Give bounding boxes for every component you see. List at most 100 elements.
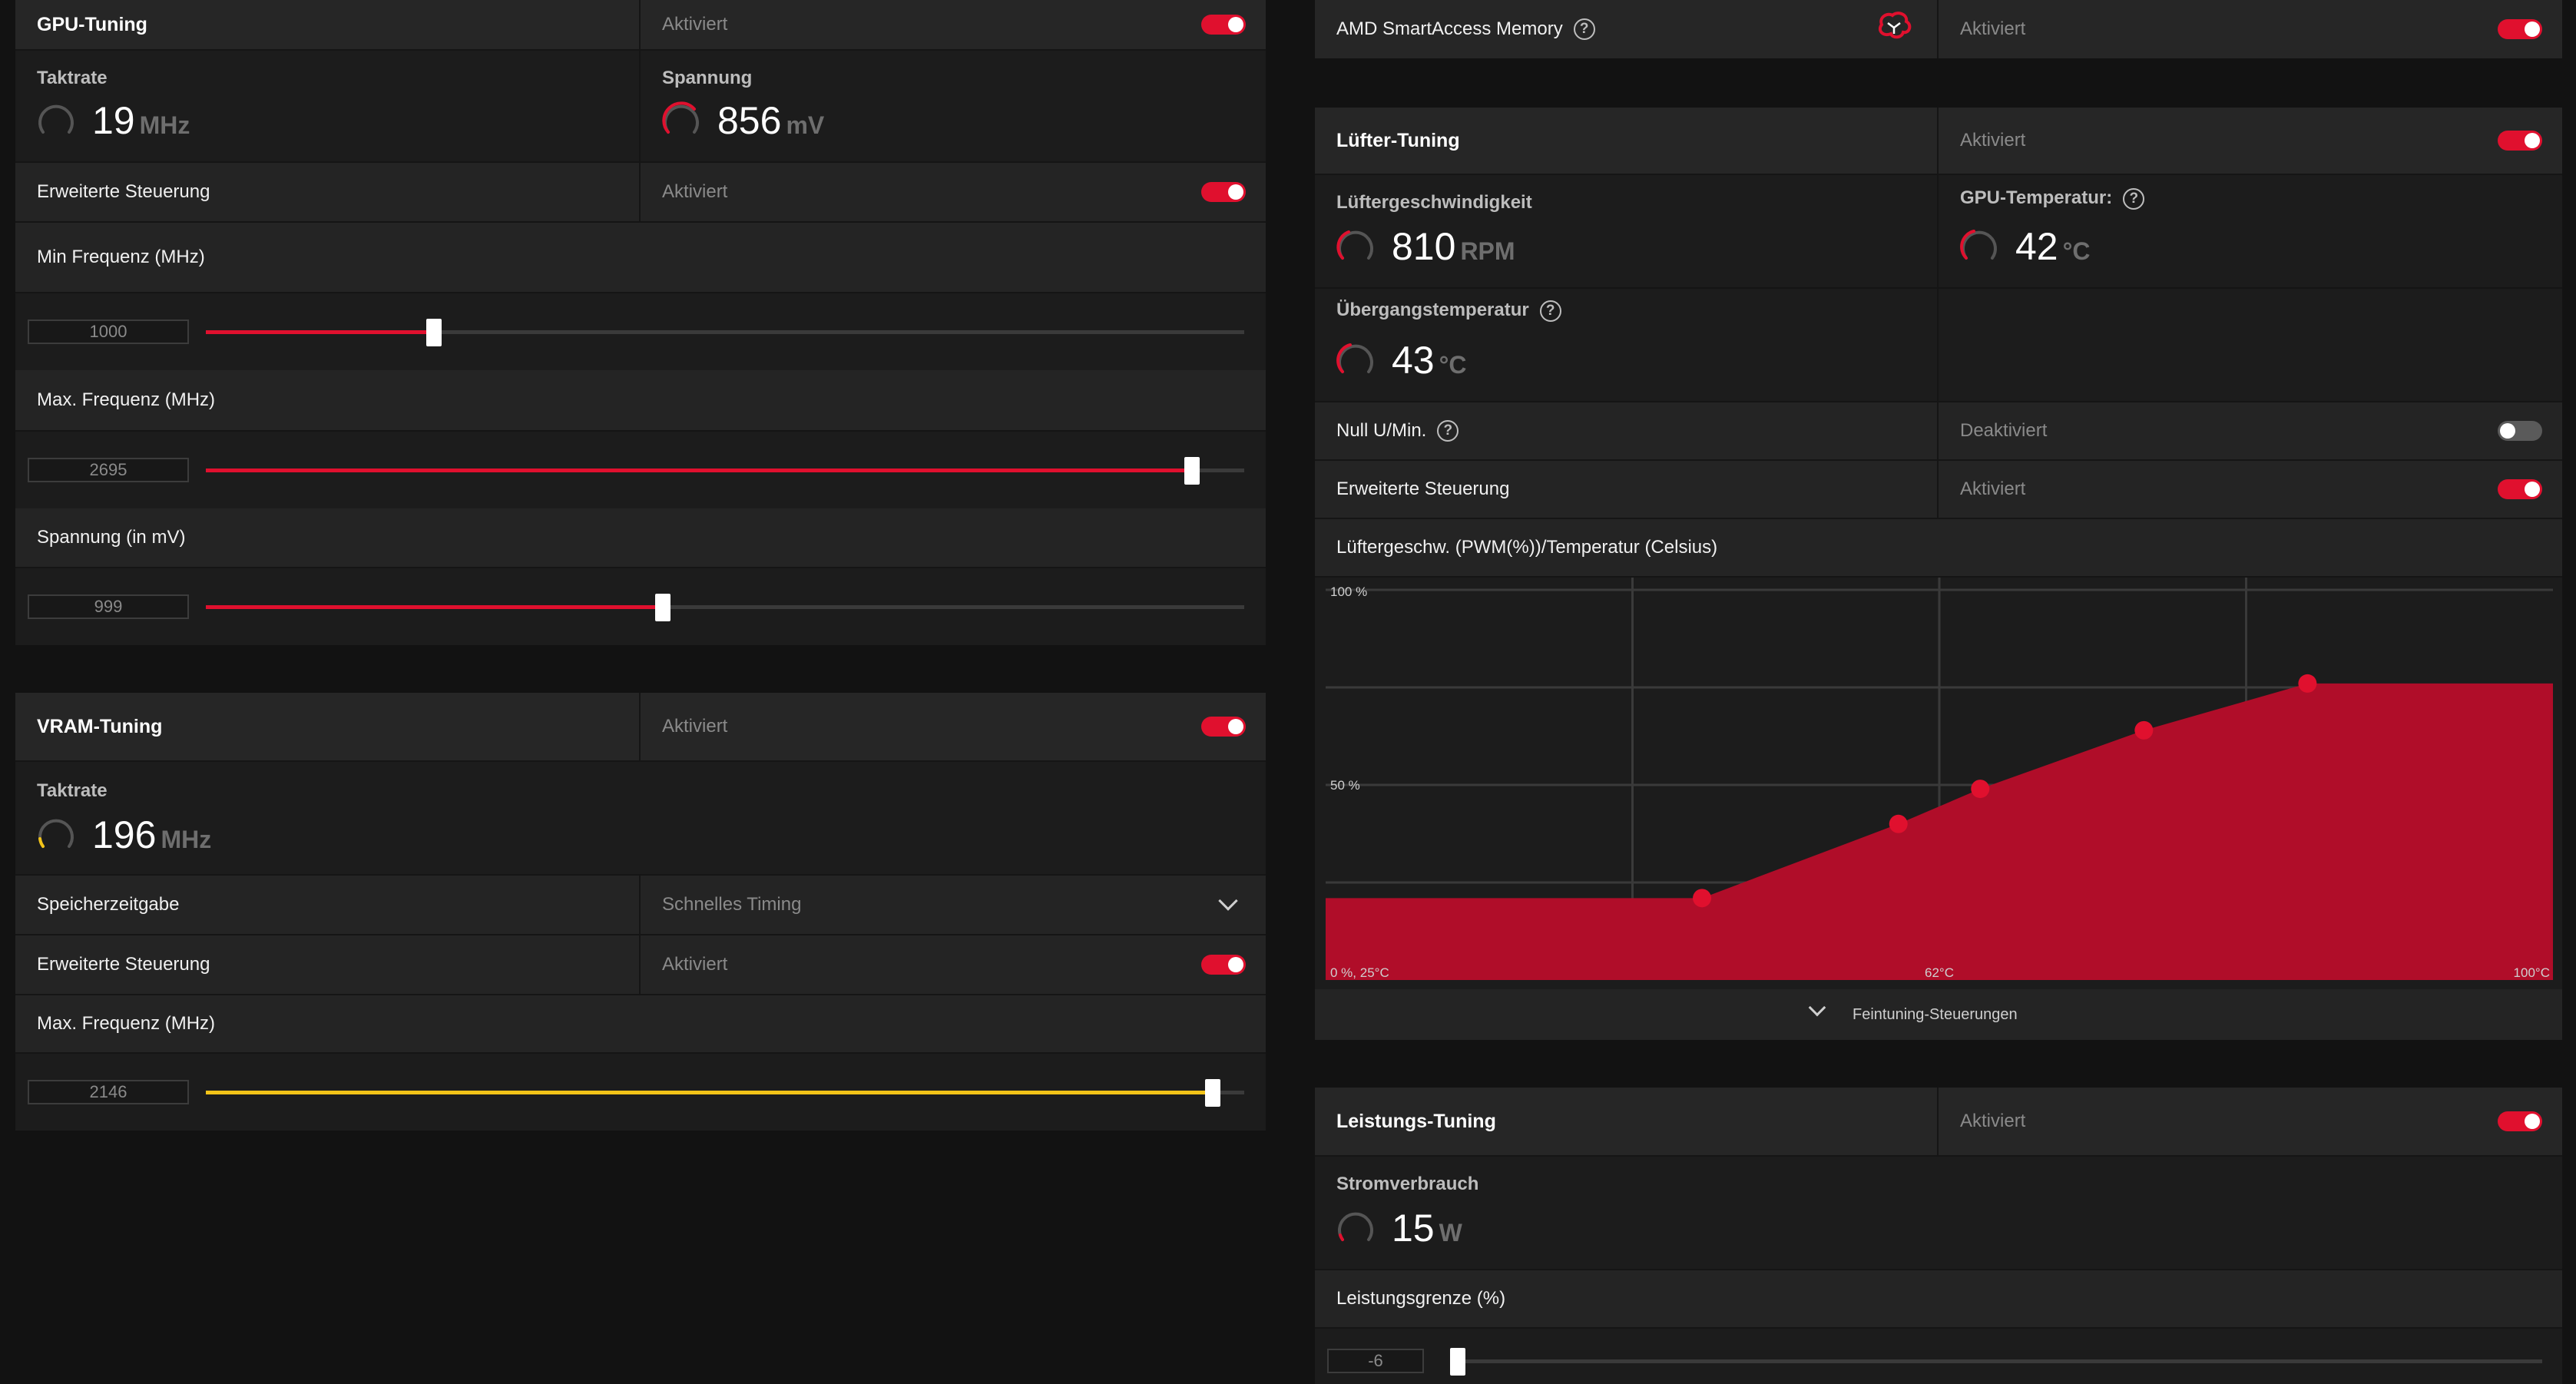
power-unit: W (1439, 1219, 1462, 1247)
power-limit-thumb[interactable] (1450, 1347, 1465, 1376)
power-tuning-title: Leistungs-Tuning (1336, 1110, 1496, 1132)
gpu-voltage-gauge-icon (662, 101, 699, 134)
gpu-temp-value: 42 (2015, 225, 2058, 268)
voltage-thumb[interactable] (654, 593, 670, 621)
vram-max-freq-slider[interactable] (206, 1078, 1244, 1107)
sam-toggle[interactable] (2498, 19, 2542, 39)
vram-max-freq-thumb[interactable] (1205, 1078, 1221, 1107)
min-freq-thumb[interactable] (426, 318, 442, 346)
junction-temp-label: Übergangstemperatur (1336, 300, 1529, 320)
vram-advanced-label: Erweiterte Steuerung (37, 954, 210, 975)
voltage-input[interactable]: 999 (28, 594, 189, 619)
curve-point[interactable] (1889, 814, 1908, 833)
gpu-advanced-toggle[interactable] (1201, 182, 1246, 202)
power-tuning-panel: Leistungs-Tuning Aktiviert Stromverbrauc… (1315, 1088, 2562, 1384)
vram-max-freq-input[interactable]: 2146 (28, 1080, 189, 1104)
fan-curve-chart[interactable]: 100 % 50 % 0 %, 25°C 62°C 100°C (1326, 578, 2554, 989)
curve-point[interactable] (2298, 674, 2317, 693)
power-limit-slider[interactable] (1450, 1347, 2542, 1376)
gpu-advanced-label: Erweiterte Steuerung (37, 181, 210, 202)
fan-speed-value: 810 (1392, 225, 1456, 268)
power-metric: Stromverbrauch 15 W (1315, 1157, 2562, 1270)
gpu-tuning-status: Aktiviert (662, 14, 728, 35)
gpu-clock-gauge-icon (38, 104, 74, 134)
power-gauge-icon (1338, 1212, 1373, 1241)
fine-tuning-label: Feintuning-Steuerungen (1853, 1006, 2018, 1023)
vram-tuning-panel: VRAM-Tuning Aktiviert Taktrate 196 MHz Sp… (15, 693, 1266, 1131)
help-icon[interactable]: ? (1573, 18, 1595, 40)
fine-tuning-toggle-row[interactable]: Feintuning-Steuerungen (1315, 989, 2562, 1040)
memory-timing-dropdown[interactable]: Schnelles Timing (641, 876, 1266, 934)
voltage-slider[interactable] (206, 593, 1244, 621)
gpu-tuning-title: GPU-Tuning (37, 13, 147, 35)
fan-curve-chart-area: 100 % 50 % 0 %, 25°C 62°C 100°C (1315, 578, 2562, 989)
max-freq-slider[interactable] (206, 456, 1244, 485)
curve-point[interactable] (2134, 720, 2154, 740)
gpu-voltage-label: Spannung (662, 68, 753, 88)
fan-tuning-title: Lüfter-Tuning (1336, 129, 1460, 151)
power-label: Stromverbrauch (1336, 1174, 1479, 1194)
vram-tuning-toggle[interactable] (1201, 717, 1246, 737)
fan-tuning-status: Aktiviert (1960, 130, 2026, 151)
fan-advanced-toggle[interactable] (2498, 479, 2542, 499)
vram-tuning-status: Aktiviert (662, 716, 728, 737)
curve-point[interactable] (1971, 780, 1990, 799)
help-icon[interactable]: ? (1539, 300, 1561, 322)
min-freq-slider[interactable] (206, 318, 1244, 346)
max-freq-thumb[interactable] (1184, 456, 1200, 485)
junction-temp-value: 43 (1392, 339, 1435, 382)
fan-tuning-toggle[interactable] (2498, 131, 2542, 151)
fan-advanced-label: Erweiterte Steuerung (1336, 478, 1510, 499)
gpu-voltage-metric: Spannung 856 mV (641, 51, 1266, 161)
min-freq-input[interactable]: 1000 (28, 320, 189, 344)
power-limit-slider-row: -6 (1315, 1329, 2562, 1384)
vram-clock-value: 196 (92, 813, 157, 856)
vram-advanced-toggle[interactable] (1201, 955, 1246, 975)
gpu-temp-unit: °C (2062, 237, 2091, 265)
chevron-down-icon (1218, 891, 1238, 911)
min-freq-slider-row: 1000 (15, 293, 1266, 370)
gpu-clock-value: 19 (92, 99, 135, 142)
fan-tuning-panel: Lüfter-Tuning Aktiviert Lüftergeschwindi… (1315, 108, 2562, 1040)
max-freq-input[interactable]: 2695 (28, 458, 189, 482)
fan-speed-label: Lüftergeschwindigkeit (1336, 192, 1532, 213)
help-icon[interactable]: ? (1437, 420, 1459, 442)
gpu-voltage-value: 856 (717, 99, 782, 142)
y-tick-label: 100 % (1330, 584, 1367, 599)
voltage-mv-label: Spannung (in mV) (37, 527, 186, 548)
fan-curve-title: Lüftergeschw. (PWM(%))/Temperatur (Celsi… (1336, 537, 1718, 558)
fan-speed-metric: Lüftergeschwindigkeit 810 RPM (1315, 175, 1939, 287)
power-limit-label: Leistungsgrenze (%) (1336, 1288, 1506, 1309)
power-limit-input[interactable]: -6 (1327, 1349, 1424, 1373)
vram-clock-unit: MHz (161, 826, 212, 853)
vram-max-freq-slider-row: 2146 (15, 1054, 1266, 1131)
zero-rpm-toggle[interactable] (2498, 421, 2542, 441)
curve-point[interactable] (1693, 889, 1712, 908)
x-tick-label: 100°C (2514, 965, 2550, 980)
zero-rpm-label: Null U/Min. (1336, 420, 1427, 441)
gpu-advanced-status: Aktiviert (662, 181, 728, 202)
voltage-slider-row: 999 (15, 568, 1266, 645)
gpu-temp-label: GPU-Temperatur: (1960, 187, 2113, 208)
fan-curve-area (1326, 683, 2553, 980)
x-tick-label: 62°C (1925, 965, 1954, 980)
gpu-clock-metric: Taktrate 19 MHz (15, 51, 641, 161)
max-freq-slider-row: 2695 (15, 432, 1266, 508)
brain-icon (1878, 12, 1912, 39)
help-icon[interactable]: ? (2123, 187, 2145, 210)
vram-clock-label: Taktrate (37, 780, 108, 801)
gpu-temp-gauge-icon (1960, 230, 1997, 260)
gpu-tuning-toggle[interactable] (1201, 15, 1246, 35)
gpu-tuning-panel: GPU-Tuning Aktiviert Taktrate 19 MHz Span… (15, 0, 1266, 645)
chevron-down-icon (1808, 998, 1826, 1017)
power-tuning-status: Aktiviert (1960, 1111, 2026, 1131)
sam-label: AMD SmartAccess Memory (1336, 18, 1563, 39)
gpu-clock-unit: MHz (139, 111, 190, 139)
max-freq-label: Max. Frequenz (MHz) (37, 389, 216, 410)
y-tick-label: 50 % (1330, 778, 1360, 793)
power-tuning-toggle[interactable] (2498, 1111, 2542, 1131)
min-freq-label: Min Frequenz (MHz) (37, 247, 205, 267)
junction-temp-metric: Übergangstemperatur? 43 °C (1315, 289, 1939, 401)
gpu-temp-metric: GPU-Temperatur:? 42 °C (1939, 175, 2562, 287)
memory-timing-value: Schnelles Timing (662, 894, 802, 915)
